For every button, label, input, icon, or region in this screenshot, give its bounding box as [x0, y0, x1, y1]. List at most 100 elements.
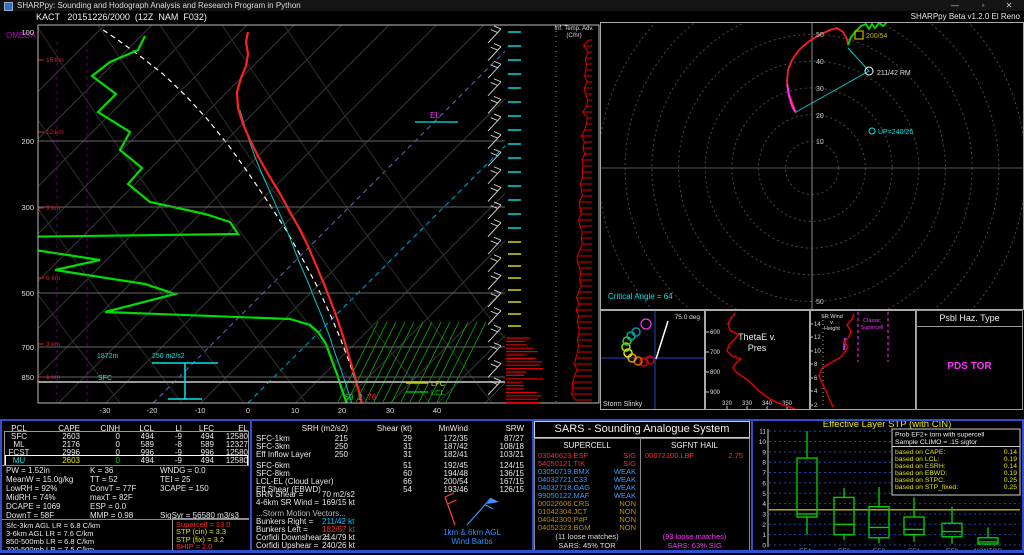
cape-hatch: [446, 322, 486, 402]
stp-boxplot-panel: Effective Layer STP (with CIN)0123456789…: [753, 419, 1022, 555]
kin-header: Shear (kt): [350, 424, 412, 433]
app-icon: [4, 2, 13, 11]
pcl-row-mu[interactable]: MU: [2, 456, 36, 465]
temperature-axis-label: 30: [386, 406, 394, 415]
stp-box: [834, 497, 854, 534]
1km-barb: [445, 493, 454, 497]
possible-hazard-inset[interactable]: Psbl Haz. Type PDS TOR: [916, 310, 1023, 410]
stp-legend-line2: Sample CLIMO = .15 sigtor: [895, 439, 978, 446]
thetae-xlabel: 340: [762, 401, 773, 407]
thetae-ylabel: 900: [710, 390, 721, 396]
thermo-index: ESP = 0.0: [90, 503, 126, 511]
wind-barb: [491, 294, 498, 297]
stp-legend-row-label: based on LCL:: [895, 456, 939, 463]
stp-ytick-label: 4: [762, 501, 766, 508]
height-label: 9 km: [46, 205, 60, 212]
stp-ytick-label: 2: [762, 522, 766, 529]
pcl-row-mu[interactable]: 494: [180, 456, 214, 465]
kin-header: SRH (m2/s2): [286, 424, 348, 433]
isotherm: [0, 25, 294, 403]
wind-barb: [494, 167, 501, 170]
kin-row-value: 103/21: [462, 450, 524, 459]
height-label: 15 km: [46, 57, 64, 64]
inflow-srh-label: 250 m2/s2: [152, 353, 185, 360]
storm-slinky-inset[interactable]: 75.0 degStorm Slinky: [600, 310, 705, 410]
sars-panel: SARS - Sounding Analogue SystemSUPERCELL…: [534, 421, 750, 550]
cloud-layer-mean-wind-label: 200/54: [866, 33, 888, 40]
sharppy-window: SHARPpy: Sounding and Hodograph Analysis…: [0, 0, 1024, 555]
minimize-button[interactable]: —: [944, 0, 966, 11]
divider: [250, 419, 252, 553]
ring-speed-label: 30: [816, 86, 824, 93]
pcl-row-mu[interactable]: -9: [148, 456, 182, 465]
hodograph-panel[interactable]: 102030405050211/42 RMUP=240/26200/54Crit…: [600, 22, 1024, 310]
wind-barb: [491, 364, 498, 367]
stp-ytick-label: 7: [762, 470, 766, 477]
station-time-label: KACT 20151226/2000 (12Z NAM F032): [36, 12, 207, 22]
pressure-label: 200: [21, 137, 34, 146]
wind-barb: [494, 44, 501, 47]
stats-section: PCLCAPECINHLCLLILFCELSFC26030494-9494125…: [0, 419, 1024, 555]
sars-supercell-match[interactable]: 04052323.BGM: [538, 524, 591, 532]
wind-barb: [491, 311, 498, 314]
maximize-button[interactable]: ▫: [972, 0, 994, 11]
wind-barb: [494, 114, 501, 117]
divider: [0, 419, 2, 553]
thetae-vs-pres-inset[interactable]: ThetaE v.Pres600700800900320330340350: [705, 310, 810, 410]
thermo-index: MidRH = 74%: [6, 494, 56, 502]
slinky-frame: [601, 311, 705, 410]
wind-barb: [494, 237, 501, 240]
thermo-index: ConvT = 77F: [90, 485, 136, 493]
close-button[interactable]: ✕: [998, 0, 1020, 11]
sr-wind-vs-height-inset[interactable]: SR Windv.Height1412108642ClassicSupercel…: [810, 310, 916, 410]
stp-ytick-label: 6: [762, 480, 766, 487]
pcl-row-mu[interactable]: 12580: [214, 456, 248, 465]
sars-hail-match[interactable]: 00072100.LBF: [645, 452, 694, 460]
thetae-xlabel: 330: [742, 401, 753, 407]
wind-barb: [491, 276, 498, 279]
thermo-index: K = 36: [90, 467, 113, 475]
stp-ytick-label: 11: [759, 429, 766, 436]
stp-ytick-label: 5: [762, 491, 766, 498]
thermo-index: LowRH = 92%: [6, 485, 57, 493]
height-label: 3 km: [46, 341, 60, 348]
thermo-index: DCAPE = 1069: [6, 503, 60, 511]
thetae-title: ThetaE v.: [738, 332, 776, 342]
thermo-index: PW = 1.52in: [6, 467, 50, 475]
isotherm: [390, 25, 600, 403]
critical-angle-label: Critical Angle = 64: [608, 292, 673, 301]
supercell-header: SUPERCELL: [534, 441, 640, 450]
sfc-label: SFC: [98, 375, 112, 382]
pcl-row-mu[interactable]: 0: [86, 456, 120, 465]
srwind-ylabel: 8: [814, 362, 818, 368]
thetae-profile: [727, 313, 795, 409]
inflow-height-label: 1872m: [97, 353, 119, 360]
hail-probability: SARS: 63% SIG: [641, 542, 748, 550]
supercell-probability: SARS: 45% TOR: [534, 542, 640, 550]
wind-barb: [491, 82, 498, 85]
wind-barb: [491, 118, 498, 121]
sars-hail-size: 2.75: [709, 452, 743, 460]
right-mover-label: 211/42 RM: [877, 70, 911, 77]
isotherm: [0, 25, 247, 403]
kin-header: SRW: [462, 424, 524, 433]
agl-wind-barbs-graphic: [437, 491, 517, 529]
divider: [0, 419, 1024, 421]
advection-units: (C/hr): [566, 33, 581, 39]
temperature-axis-label: 0: [246, 406, 250, 415]
skewt-panel[interactable]: OMEGA10020030050070085015 km12 km9 km6 k…: [0, 22, 600, 419]
thermodynamics-panel: PCLCAPECINHLCLLILFCELSFC26030494-9494125…: [2, 421, 249, 550]
thermo-index: WNDG = 0.0: [160, 467, 206, 475]
stp-ytick-label: 0: [762, 543, 766, 550]
surface-temp-value: 76: [367, 392, 377, 402]
isotherm: [343, 25, 600, 403]
pcl-row-mu[interactable]: 2603: [46, 456, 80, 465]
ring-speed-label: 20: [816, 113, 824, 120]
stp-legend-row-label: based on CAPE:: [895, 449, 945, 456]
pressure-label: 300: [21, 203, 34, 212]
1km-barb: [448, 500, 457, 504]
height-label: 1 km: [46, 374, 60, 381]
slinky-tilt-label: 75.0 deg: [675, 314, 701, 321]
ring-speed-label: 50: [816, 32, 824, 39]
stp-legend-row-label: based on EBWD:: [895, 470, 947, 477]
